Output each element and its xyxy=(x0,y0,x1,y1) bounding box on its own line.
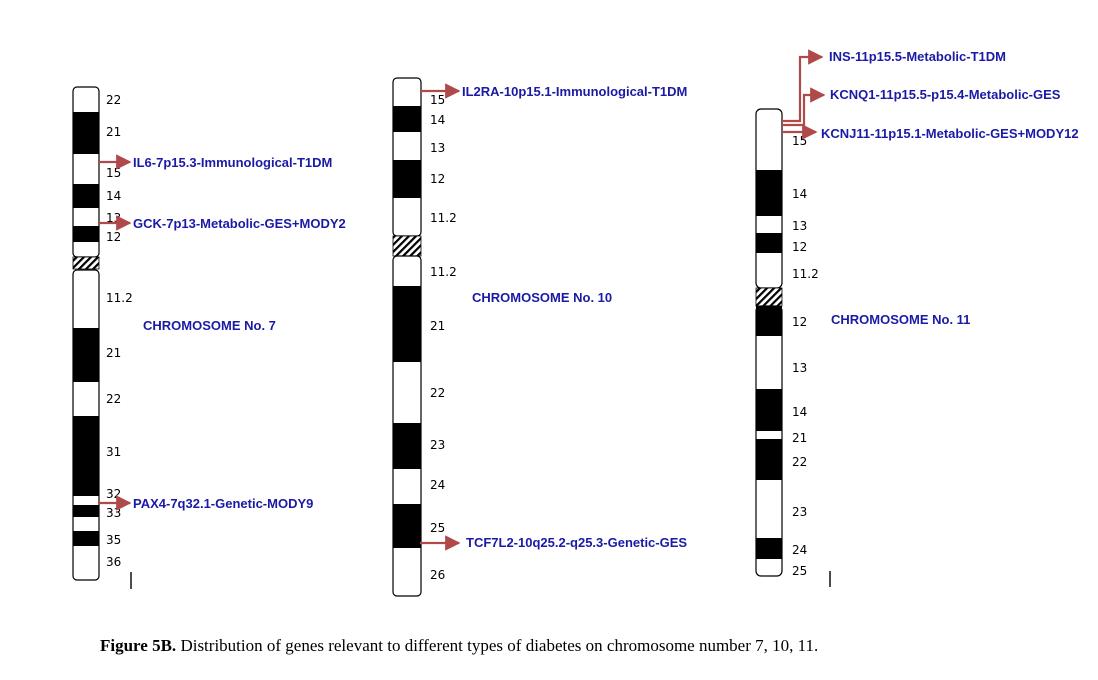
band-label: 22 xyxy=(430,386,445,400)
band-label: 23 xyxy=(792,505,807,519)
chromosome-7: 22 21 15 14 13 12 11.2 21 22 31 32 33 35… xyxy=(72,86,346,589)
chr7-band-dark xyxy=(73,328,99,382)
chromosome-title: CHROMOSOME No. 7 xyxy=(143,318,276,333)
band-label: 21 xyxy=(792,431,807,445)
chr11-band-dark xyxy=(756,538,782,559)
band-label: 12 xyxy=(430,172,445,186)
chr10-band-dark xyxy=(393,286,421,362)
band-label: 13 xyxy=(430,141,445,155)
chr11-band-dark xyxy=(756,439,782,480)
band-label: 32 xyxy=(106,487,121,501)
gene-label-il2ra: IL2RA-10p15.1-Immunological-T1DM xyxy=(462,84,687,99)
gene-label-il6: IL6-7p15.3-Immunological-T1DM xyxy=(133,155,332,170)
chromosome-11: 15 14 13 12 11.2 12 13 14 21 22 23 24 25… xyxy=(755,49,1079,587)
band-label: 24 xyxy=(430,478,445,492)
chr11-band-dark xyxy=(756,170,782,216)
gene-label-tcf7l2: TCF7L2-10q25.2-q25.3-Genetic-GES xyxy=(466,535,687,550)
chr11-band-dark xyxy=(756,233,782,253)
gene-label-kcnj11: KCNJ11-11p15.1-Metabolic-GES+MODY12 xyxy=(821,126,1079,141)
gene-arrow xyxy=(782,87,826,127)
band-label: 15 xyxy=(430,93,445,107)
band-label: 33 xyxy=(106,506,121,520)
gene-label-ins: INS-11p15.5-Metabolic-T1DM xyxy=(829,49,1006,64)
chr10-band-dark xyxy=(393,106,421,132)
band-label: 35 xyxy=(106,533,121,547)
chr10-band-dark xyxy=(393,504,421,548)
gene-arrow xyxy=(782,49,824,123)
caption-text: Distribution of genes relevant to differ… xyxy=(180,636,819,655)
gene-label-pax4: PAX4-7q32.1-Genetic-MODY9 xyxy=(133,496,313,511)
chr11-band-dark xyxy=(756,389,782,431)
chromosome-10: 15 14 13 12 11.2 11.2 21 22 23 24 25 26 … xyxy=(392,77,687,597)
caption-label: Figure 5B. xyxy=(100,636,177,655)
chr11-band-dark xyxy=(756,306,782,336)
band-label: 21 xyxy=(106,125,121,139)
band-label: 13 xyxy=(792,219,807,233)
band-label: 15 xyxy=(792,134,807,148)
gene-label-gck: GCK-7p13-Metabolic-GES+MODY2 xyxy=(133,216,346,231)
band-label: 22 xyxy=(106,93,121,107)
band-label: 13 xyxy=(792,361,807,375)
chr7-band-dark xyxy=(73,112,99,154)
chr7-centromere xyxy=(72,256,100,270)
chr7-band-dark xyxy=(73,505,99,517)
band-label: 14 xyxy=(792,405,807,419)
chr7-band-dark xyxy=(73,184,99,208)
band-label: 11.2 xyxy=(430,265,457,279)
band-label: 11.2 xyxy=(106,291,133,305)
band-label: 12 xyxy=(792,315,807,329)
chr7-band-dark xyxy=(73,226,99,242)
band-label: 23 xyxy=(430,438,445,452)
chr11-centromere xyxy=(755,287,783,307)
chr7-band-dark xyxy=(73,531,99,546)
band-label: 25 xyxy=(792,564,807,578)
chr10-centromere xyxy=(392,235,422,257)
band-label: 24 xyxy=(792,543,807,557)
band-label: 12 xyxy=(106,230,121,244)
band-label: 11.2 xyxy=(792,267,819,281)
band-label: 14 xyxy=(430,113,445,127)
chr10-p-arm-outline xyxy=(392,77,422,237)
band-label: 15 xyxy=(106,166,121,180)
band-label: 26 xyxy=(430,568,445,582)
band-label: 14 xyxy=(792,187,807,201)
band-label: 12 xyxy=(792,240,807,254)
band-label: 22 xyxy=(106,392,121,406)
gene-label-kcnq1: KCNQ1-11p15.5-p15.4-Metabolic-GES xyxy=(830,87,1061,102)
band-label: 25 xyxy=(430,521,445,535)
chromosome-title: CHROMOSOME No. 10 xyxy=(472,290,612,305)
band-label: 21 xyxy=(430,319,445,333)
band-label: 21 xyxy=(106,346,121,360)
band-label: 36 xyxy=(106,555,121,569)
chr10-band-dark xyxy=(393,423,421,469)
band-label: 11.2 xyxy=(430,211,457,225)
chr10-band-dark xyxy=(393,160,421,198)
band-label: 14 xyxy=(106,189,121,203)
figure-caption: Figure 5B. Distribution of genes relevan… xyxy=(100,636,1060,656)
band-label: 22 xyxy=(792,455,807,469)
chromosome-title: CHROMOSOME No. 11 xyxy=(831,312,970,327)
chr7-band-dark xyxy=(73,416,99,496)
band-label: 31 xyxy=(106,445,121,459)
